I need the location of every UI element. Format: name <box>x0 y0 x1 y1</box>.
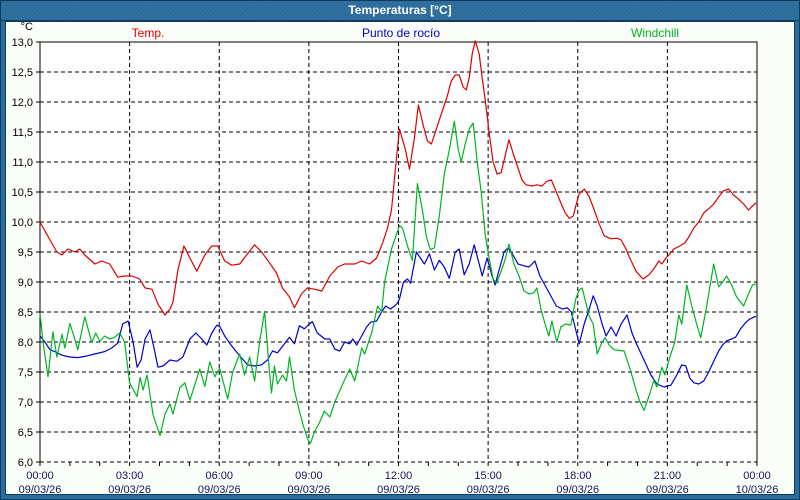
svg-text:09/03/26: 09/03/26 <box>556 484 599 496</box>
svg-text:09/03/26: 09/03/26 <box>646 484 689 496</box>
svg-text:8,0: 8,0 <box>18 337 33 349</box>
title-bar[interactable]: Temperaturas [°C] <box>1 1 799 21</box>
svg-text:15:00: 15:00 <box>474 470 502 482</box>
svg-text:09/03/26: 09/03/26 <box>287 484 330 496</box>
legend-item-dew-point: Punto de rocío <box>361 26 441 40</box>
svg-text:21:00: 21:00 <box>654 470 682 482</box>
y-axis-unit: °C <box>21 21 33 33</box>
svg-text:09/03/26: 09/03/26 <box>108 484 151 496</box>
svg-text:10/03/26: 10/03/26 <box>736 484 779 496</box>
grid-lines <box>39 41 758 463</box>
svg-text:10,5: 10,5 <box>12 187 33 199</box>
svg-text:11,5: 11,5 <box>12 127 33 139</box>
axis-ticks <box>36 41 758 466</box>
svg-text:7,0: 7,0 <box>18 397 33 409</box>
svg-text:12,5: 12,5 <box>12 67 33 79</box>
svg-text:7,5: 7,5 <box>18 367 33 379</box>
svg-text:00:00: 00:00 <box>26 470 54 482</box>
svg-text:8,5: 8,5 <box>18 307 33 319</box>
series-dew-point-line <box>39 244 757 388</box>
window-title: Temperaturas [°C] <box>348 3 452 17</box>
svg-text:12:00: 12:00 <box>385 470 413 482</box>
legend-item-temp: Temp. <box>131 26 165 40</box>
svg-text:10,0: 10,0 <box>12 217 33 229</box>
svg-text:09/03/26: 09/03/26 <box>377 484 420 496</box>
svg-text:09/03/26: 09/03/26 <box>467 484 510 496</box>
series-windchill-line <box>39 120 757 444</box>
x-axis-labels: 00:00 09/03/26 03:00 09/03/26 06:00 09/03/26 0… <box>19 470 779 496</box>
svg-text:06:00: 06:00 <box>205 470 233 482</box>
svg-text:00:00: 00:00 <box>743 470 771 482</box>
svg-text:11,0: 11,0 <box>12 157 33 169</box>
svg-text:09:00: 09:00 <box>295 470 323 482</box>
y-axis-labels: 6,0 6,5 7,0 7,5 8,0 8,5 9,0 9,5 10,0 10,5 11,0 11,5… <box>12 21 33 469</box>
legend-item-windchill: Windchill <box>630 26 680 40</box>
axis-border <box>39 41 758 462</box>
svg-text:9,5: 9,5 <box>18 247 33 259</box>
svg-text:12,0: 12,0 <box>12 97 33 109</box>
svg-text:9,0: 9,0 <box>18 277 33 289</box>
svg-text:6,5: 6,5 <box>18 427 33 439</box>
svg-text:6,0: 6,0 <box>18 457 33 469</box>
svg-text:09/03/26: 09/03/26 <box>19 484 62 496</box>
svg-text:13,0: 13,0 <box>12 37 33 49</box>
series-temp-line <box>39 40 757 316</box>
svg-text:09/03/26: 09/03/26 <box>198 484 241 496</box>
svg-text:03:00: 03:00 <box>116 470 144 482</box>
svg-text:18:00: 18:00 <box>564 470 592 482</box>
